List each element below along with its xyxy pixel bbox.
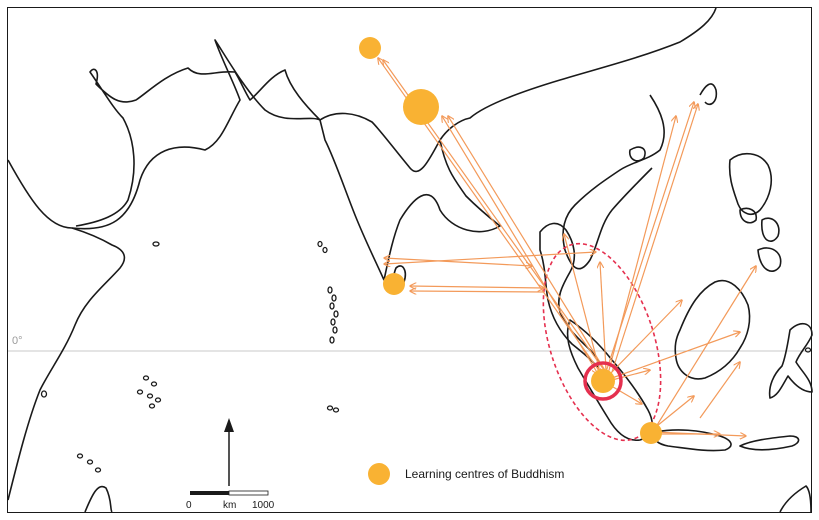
coastline-india — [319, 112, 501, 281]
route-arrow — [611, 370, 650, 381]
coastline-africa-arabia — [7, 39, 321, 230]
coastline-sulawesi — [768, 322, 813, 399]
legend-label: Learning centres of Buddhism — [405, 467, 564, 481]
coastline-borneo — [674, 279, 751, 380]
route-arrow — [564, 234, 601, 373]
route-arrow — [611, 332, 740, 379]
route-arrow — [699, 362, 740, 419]
route-arrow — [410, 291, 545, 292]
route-arrow — [607, 116, 676, 375]
scale-start-label: 0 — [186, 500, 192, 511]
scale-bar: 0 km 1000 — [186, 490, 275, 511]
route-arrows — [378, 58, 756, 436]
learning-centre-marker — [403, 89, 439, 125]
learning-centre-marker — [640, 422, 662, 444]
learning-centres — [359, 37, 662, 444]
coastline-east-asia — [439, 7, 718, 270]
route-arrow — [448, 116, 606, 372]
route-arrow — [611, 104, 698, 373]
route-arrow — [442, 116, 598, 374]
legend: Learning centres of Buddhism — [368, 463, 564, 485]
coastline-madagascar — [84, 485, 113, 513]
scale-end-label: 1000 — [252, 500, 275, 511]
route-arrow — [384, 258, 532, 266]
legend-marker — [368, 463, 390, 485]
learning-centre-marker — [591, 369, 615, 393]
small-islands — [40, 240, 812, 473]
route-arrow — [410, 286, 544, 288]
north-arrow — [224, 418, 234, 486]
route-arrow — [651, 396, 694, 431]
route-arrow — [653, 266, 756, 431]
scale-unit-label: km — [223, 500, 236, 511]
learning-centre-marker — [359, 37, 381, 59]
north-arrow-icon — [224, 418, 234, 432]
coastline-east-africa — [7, 227, 126, 501]
highlight-ring — [583, 361, 623, 401]
coastline-new-guinea — [779, 485, 812, 513]
learning-centre-marker — [383, 273, 405, 295]
route-arrow — [600, 262, 607, 371]
coastline-java — [653, 429, 800, 452]
map-frame — [7, 7, 812, 513]
equator-label: 0° — [12, 335, 23, 347]
route-arrow — [607, 383, 642, 404]
coastline-philippines — [728, 152, 782, 272]
route-arrow — [384, 252, 596, 264]
route-arrow — [609, 300, 682, 375]
coastline-hainan — [628, 146, 646, 162]
srivijaya-zone-outline — [542, 242, 662, 442]
